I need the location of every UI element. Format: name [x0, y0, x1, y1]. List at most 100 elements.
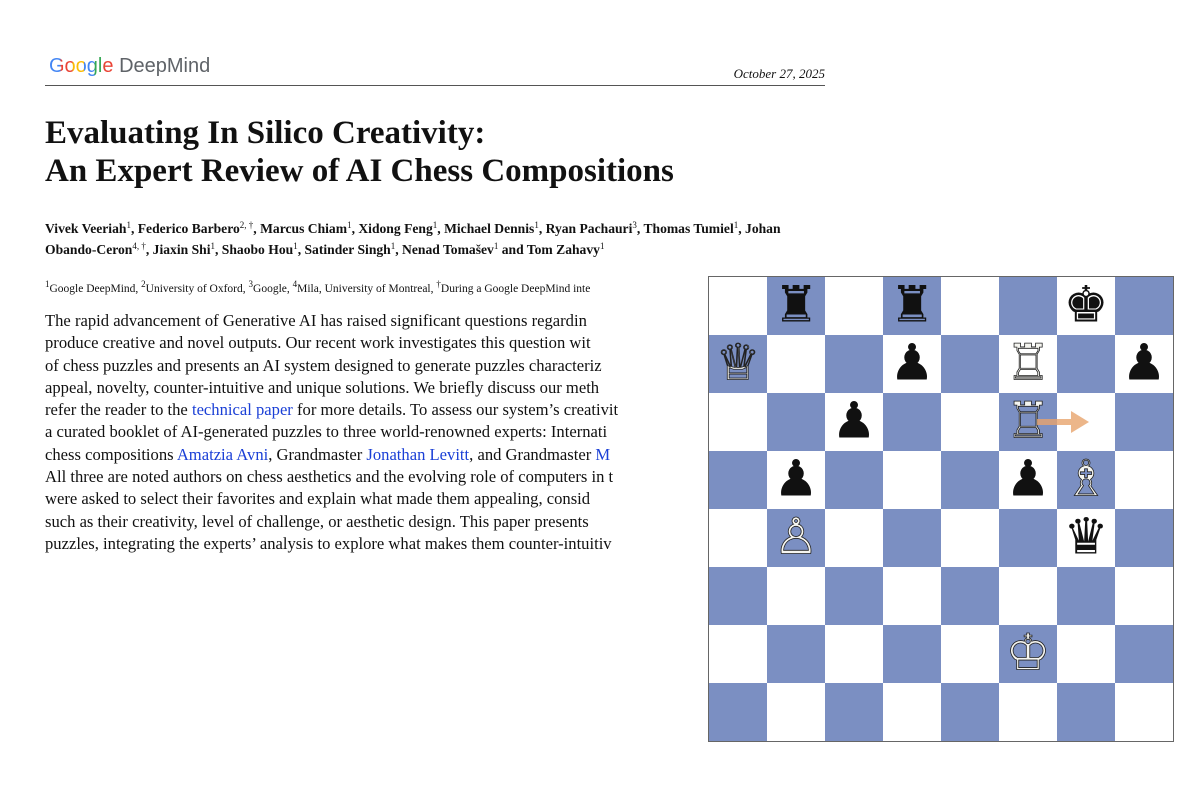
author-affiliation: 3 [632, 220, 637, 230]
square [999, 335, 1057, 393]
text: , Grandmaster [268, 444, 367, 464]
piece: ♕ [716, 334, 761, 392]
abstract-line: such as their creativity, level of chall… [45, 511, 618, 533]
author-affiliation: 1 [293, 241, 298, 251]
author-affiliation: 1 [390, 241, 396, 251]
square [825, 277, 883, 335]
piece: ♚ [1064, 276, 1109, 334]
link[interactable]: technical paper [191, 400, 293, 420]
square [1115, 567, 1173, 625]
text: were asked to select their favorites and… [45, 489, 591, 509]
author-affiliation: 1 [599, 241, 605, 251]
square [767, 335, 825, 393]
affiliation-mark: † [436, 279, 441, 289]
square [825, 393, 883, 451]
abstract-line: were asked to select their favorites and… [45, 488, 618, 510]
author-separator: , [297, 242, 305, 257]
author-affiliation: 1 [347, 220, 352, 230]
author-separator: , [395, 242, 403, 257]
header-rule [45, 85, 825, 86]
affiliation-mark: 1 [45, 279, 50, 289]
author-separator: , [437, 221, 445, 236]
link[interactable]: Amatzia Avni [176, 444, 269, 464]
authors: Vivek Veeriah1, Federico Barbero2, †, Ma… [45, 218, 795, 260]
square [1057, 683, 1115, 741]
square [1115, 509, 1173, 567]
piece: ♙ [774, 508, 819, 566]
square [1057, 335, 1115, 393]
square [883, 393, 941, 451]
square [999, 277, 1057, 335]
affiliation-mark: 2 [141, 279, 146, 289]
square [1115, 277, 1173, 335]
square [767, 625, 825, 683]
abstract-line: All three are noted authors on chess aes… [45, 466, 618, 488]
author-affiliation: 1 [210, 241, 215, 251]
author-separator: , [130, 221, 138, 236]
piece: ♟ [1006, 450, 1051, 508]
text: All three are noted authors on chess aes… [45, 467, 614, 487]
piece: ♟ [890, 334, 935, 392]
move-arrow [1037, 411, 1089, 433]
author-separator: and [498, 242, 527, 257]
square [941, 683, 999, 741]
author-separator: , [538, 221, 546, 236]
author-name: Federico Barbero [137, 221, 240, 236]
affiliation: Google, [253, 283, 293, 295]
square [883, 451, 941, 509]
affiliations: 1Google DeepMind, 2University of Oxford,… [45, 280, 590, 296]
link[interactable]: M [595, 444, 611, 464]
abstract-line: a curated booklet of AI-generated puzzle… [45, 421, 618, 443]
author-name: Shaobo Hou [221, 242, 294, 257]
author-name: Marcus Chiam [260, 221, 348, 236]
square [709, 393, 767, 451]
link[interactable]: Jonathan Levitt [366, 444, 470, 464]
author-name: Satinder Singh [304, 242, 391, 257]
square [709, 625, 767, 683]
piece: ♟ [1122, 334, 1167, 392]
author-name: Xidong Feng [358, 221, 433, 236]
logo[interactable]: Google DeepMind [49, 55, 210, 78]
author-name: Johan Obando-Ceron [45, 221, 781, 257]
affiliation: Google DeepMind, [49, 283, 142, 295]
piece: ♖ [1006, 334, 1051, 392]
square [709, 683, 767, 741]
author-separator: , [214, 242, 222, 257]
author-affiliation: 1 [534, 220, 539, 230]
title: Evaluating In Silico Creativity: An Exper… [45, 114, 674, 190]
square [825, 567, 883, 625]
author-name: Thomas Tumiel [643, 221, 734, 236]
square [825, 451, 883, 509]
square [767, 393, 825, 451]
author-name: Ryan Pachauri [545, 221, 633, 236]
abstract: The rapid advancement of Generative AI h… [45, 310, 618, 555]
affiliation: Mila, University of Montreal, [297, 283, 437, 295]
square [709, 567, 767, 625]
logo-google: Google [49, 55, 114, 77]
piece: ♟ [832, 392, 877, 450]
author-separator: , [351, 221, 359, 236]
author-affiliation: 2, † [239, 220, 254, 230]
square [941, 625, 999, 683]
square [1115, 683, 1173, 741]
square [767, 451, 825, 509]
text: , and Grandmaster [469, 444, 596, 464]
chess-board: ♜ ♜ ♚♕ ♟ ♖ ♟♟ ♖♟ ♟ ♗♙ ♛♔ [708, 276, 1174, 742]
author-separator: , [738, 221, 746, 236]
square [825, 625, 883, 683]
author-affiliation: 4, † [132, 241, 146, 251]
author-separator: , [253, 221, 261, 236]
piece: ♛ [1064, 508, 1109, 566]
text: produce creative and novel outputs. Our … [45, 333, 591, 353]
square [1057, 451, 1115, 509]
text: such as their creativity, level of chall… [45, 511, 589, 531]
text: of chess puzzles and presents an AI syst… [45, 355, 602, 375]
square [999, 567, 1057, 625]
square [941, 509, 999, 567]
title-line: Evaluating In Silico Creativity: [45, 115, 486, 151]
square [709, 509, 767, 567]
square [999, 683, 1057, 741]
author-affiliation: 1 [733, 220, 739, 230]
author-name: Nenad Tomašev [402, 242, 494, 257]
